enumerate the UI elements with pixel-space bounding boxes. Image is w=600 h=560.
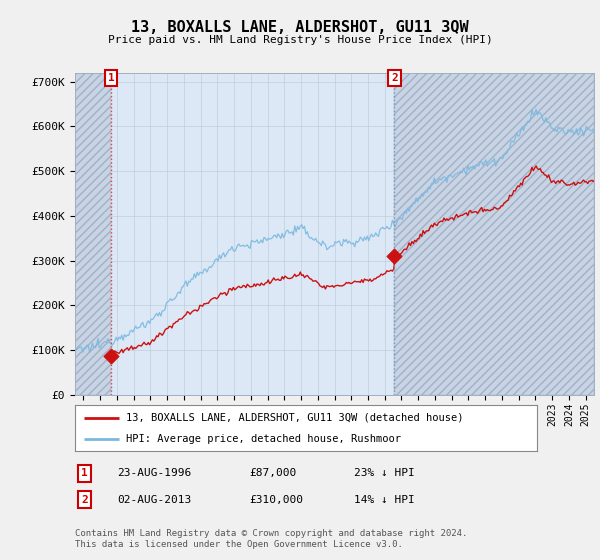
Text: Contains HM Land Registry data © Crown copyright and database right 2024.
This d: Contains HM Land Registry data © Crown c… [75, 529, 467, 549]
Point [389, 251, 399, 260]
Bar [394, 73, 594, 395]
Text: 14% ↓ HPI: 14% ↓ HPI [354, 494, 415, 505]
Text: 13, BOXALLS LANE, ALDERSHOT, GU11 3QW (detached house): 13, BOXALLS LANE, ALDERSHOT, GU11 3QW (d… [126, 413, 463, 423]
Text: 1: 1 [81, 468, 88, 478]
Text: £310,000: £310,000 [249, 494, 303, 505]
Text: £87,000: £87,000 [249, 468, 296, 478]
Text: HPI: Average price, detached house, Rushmoor: HPI: Average price, detached house, Rush… [126, 435, 401, 444]
Text: 23-AUG-1996: 23-AUG-1996 [117, 468, 191, 478]
Text: 23% ↓ HPI: 23% ↓ HPI [354, 468, 415, 478]
Text: Price paid vs. HM Land Registry's House Price Index (HPI): Price paid vs. HM Land Registry's House … [107, 35, 493, 45]
Bar [75, 73, 111, 395]
Text: 2: 2 [81, 494, 88, 505]
Text: 1: 1 [107, 73, 115, 83]
Point [106, 352, 116, 361]
Text: 13, BOXALLS LANE, ALDERSHOT, GU11 3QW: 13, BOXALLS LANE, ALDERSHOT, GU11 3QW [131, 20, 469, 35]
Text: 02-AUG-2013: 02-AUG-2013 [117, 494, 191, 505]
Text: 2: 2 [391, 73, 398, 83]
